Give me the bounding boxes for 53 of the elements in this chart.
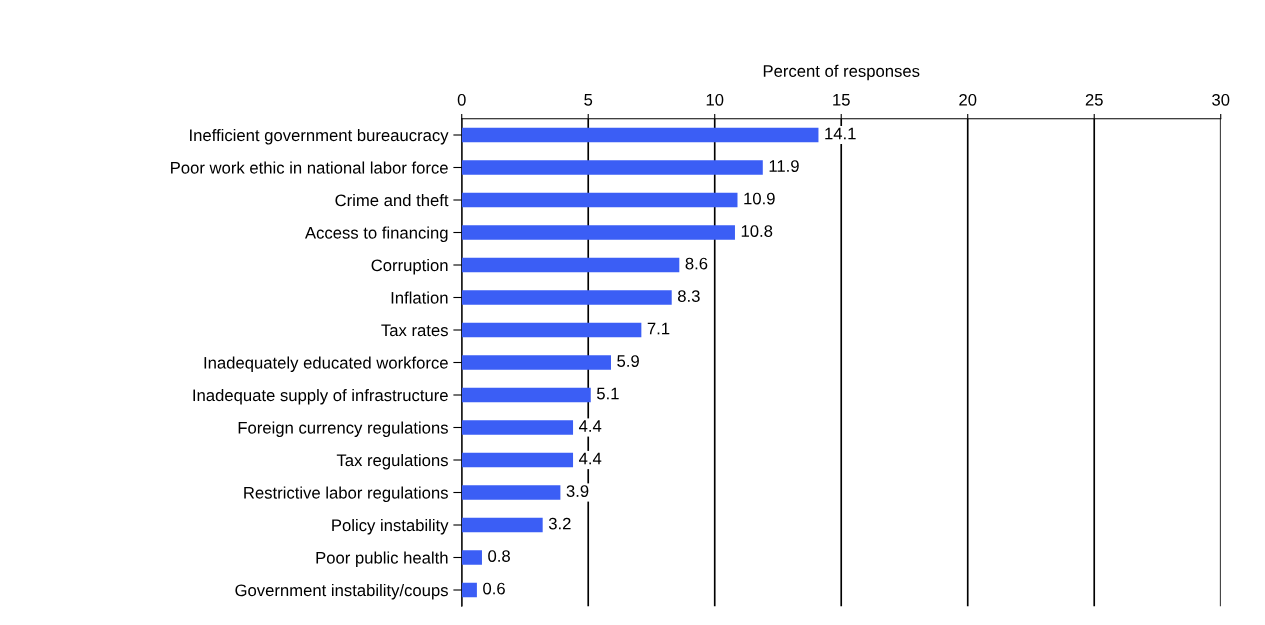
y-tick-label: Inefficient government bureaucracy <box>190 128 449 145</box>
data-label: 0.8 <box>488 550 510 562</box>
data-label: 5.1 <box>596 387 619 400</box>
y-tick-label: Access to financing <box>304 226 448 242</box>
y-tick-label: Corruption <box>371 258 448 275</box>
data-label: 8.6 <box>685 257 708 270</box>
bar <box>461 387 591 403</box>
y-tick-label: Tax regulations <box>336 453 448 470</box>
bar <box>461 517 543 533</box>
data-label: 14.1 <box>825 127 856 140</box>
x-tick-label: 20 <box>959 93 977 106</box>
data-label: 4.4 <box>578 420 602 432</box>
bar <box>461 420 574 435</box>
data-label: 11.9 <box>769 160 799 172</box>
data-label: 5.9 <box>617 355 639 367</box>
bar <box>461 257 680 273</box>
x-tick-label: 5 <box>584 94 593 106</box>
data-label: 8.3 <box>677 290 700 302</box>
bar <box>461 582 477 598</box>
x-tick-label: 30 <box>1212 93 1230 106</box>
y-tick-label: Poor public health <box>316 551 448 567</box>
bar <box>461 550 482 565</box>
data-label: 3.9 <box>566 485 589 497</box>
x-tick-label: 10 <box>706 93 724 106</box>
y-tick-label: Foreign currency regulations <box>238 421 448 437</box>
data-label: 10.8 <box>741 225 773 237</box>
y-tick-label: Crime and theft <box>335 193 449 207</box>
y-tick-label: Inflation <box>391 291 448 304</box>
data-label: 7.1 <box>647 322 670 335</box>
x-tick-label: 15 <box>833 94 850 106</box>
x-axis-title: Percent of responses <box>763 64 920 81</box>
data-label: 0.6 <box>483 582 505 595</box>
bar <box>461 452 574 468</box>
x-tick-label: 0 <box>457 93 466 106</box>
y-tick-label: Policy instability <box>332 518 449 535</box>
data-label: 3.2 <box>548 517 571 530</box>
bar <box>461 290 672 305</box>
y-tick-label: Inadequately educated workforce <box>204 356 448 372</box>
x-tick-label: 25 <box>1085 93 1103 106</box>
data-label: 4.4 <box>578 452 602 465</box>
bar <box>461 322 642 338</box>
y-tick-label: Government instability/coups <box>235 583 448 600</box>
bar <box>461 485 561 500</box>
bar <box>461 225 735 240</box>
y-tick-label: Poor work ethic in national labor force <box>171 161 448 174</box>
y-tick-label: Inadequate supply of infrastructure <box>193 388 448 405</box>
bar <box>461 160 763 175</box>
data-label: 10.9 <box>744 192 775 205</box>
bar <box>461 127 819 143</box>
y-tick-label: Restrictive labor regulations <box>244 486 448 502</box>
bar <box>461 192 738 208</box>
y-tick-label: Tax rates <box>381 324 448 337</box>
bar <box>461 355 611 370</box>
